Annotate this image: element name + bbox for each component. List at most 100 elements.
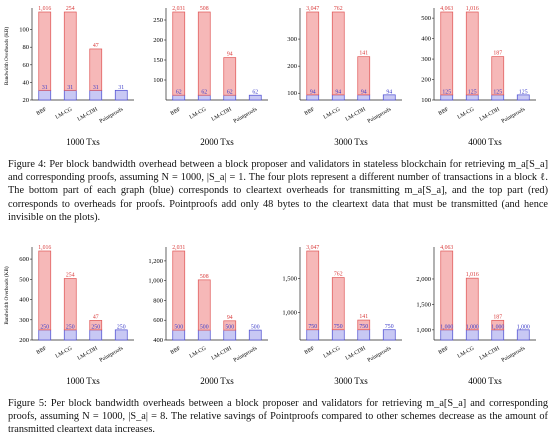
cleartext-value-label: 500 <box>225 325 234 331</box>
y-tick-label: 400 <box>421 36 431 43</box>
cleartext-value-label: 250 <box>40 324 49 330</box>
y-tick-label: 300 <box>19 317 29 324</box>
bar-cleartext-BBF <box>306 94 320 101</box>
y-tick-label: 300 <box>421 56 431 63</box>
y-tick-label: 1,000 <box>148 278 163 285</box>
cleartext-value-label: 62 <box>201 90 207 96</box>
cleartext-value-label: 500 <box>174 325 183 331</box>
category-label: Pointproofs <box>98 345 124 364</box>
chart-title: 4000 Txs <box>468 137 502 147</box>
proof-value-label: 2,031 <box>172 6 185 12</box>
chart-panel-5-4: 1,000 1,500 2,000 4,063 1,000 BBF 1,016 1,000 LM… <box>416 245 536 386</box>
y-tick-label: 800 <box>153 297 163 304</box>
category-label: Pointproofs <box>366 106 392 125</box>
figure-4-caption: Figure 4: Per block bandwidth overhead b… <box>8 158 548 224</box>
bar-cleartext-Pointproofs <box>248 94 262 101</box>
cleartext-value-label: 31 <box>42 85 48 91</box>
cleartext-value-label: 750 <box>385 324 394 330</box>
y-tick-label: 100 <box>153 77 163 84</box>
figure-4-label: Figure 4: <box>8 159 47 170</box>
bar-cleartext-LM-CG <box>197 94 211 101</box>
proof-value-label: 1,016 <box>466 272 479 278</box>
y-tick-label: 1,000 <box>282 310 297 317</box>
bar-cleartext-Pointproofs <box>114 89 128 101</box>
category-label: LM-CDH <box>77 107 99 123</box>
bar-cleartext-BBF <box>440 329 454 341</box>
chart-panel-5-2: 400 600 800 1,000 1,200 2,031 500 BBF 508 500 LM-C… <box>148 245 268 386</box>
bar-proof-LM-CG <box>331 11 345 96</box>
bar-proof-LM-CDH <box>357 56 371 96</box>
category-label: BBF <box>438 107 450 117</box>
category-label: BBF <box>170 346 182 356</box>
bar-cleartext-BBF <box>38 329 52 341</box>
bar-proof-LM-CG <box>197 11 211 96</box>
y-tick-label: 2,000 <box>416 276 431 283</box>
bar-proof-LM-CG <box>465 11 479 96</box>
chart-title: 2000 Txs <box>200 137 234 147</box>
cleartext-value-label: 31 <box>93 85 99 91</box>
category-label: LM-CG <box>189 346 208 360</box>
y-tick-label: 250 <box>153 17 163 24</box>
bar-cleartext-LM-CDH <box>223 329 237 341</box>
y-axis-label: Bandwidth Overheads (KB) <box>3 27 10 85</box>
category-label: Pointproofs <box>500 106 526 125</box>
y-axis-label: Bandwidth Overheads (KB) <box>3 266 10 324</box>
proof-value-label: 1,016 <box>466 6 479 12</box>
proof-value-label: 4,063 <box>440 245 453 251</box>
y-tick-label: 40 <box>23 79 30 86</box>
proof-value-label: 762 <box>334 272 343 278</box>
bar-proof-BBF <box>440 250 454 331</box>
proof-value-label: 94 <box>227 315 233 321</box>
bar-proof-BBF <box>306 11 320 96</box>
chart-panel-4-3: 100 200 300 3,047 94 BBF 762 94 LM-CG 141 94 LM-CDH… <box>287 6 402 147</box>
chart-title: 3000 Txs <box>334 137 368 147</box>
cleartext-value-label: 750 <box>308 324 317 330</box>
bar-cleartext-Pointproofs <box>516 94 530 101</box>
cleartext-value-label: 1,000 <box>517 324 530 330</box>
bar-cleartext-BBF <box>172 329 186 341</box>
category-label: BBF <box>36 107 48 117</box>
bar-proof-LM-CG <box>331 277 345 331</box>
bar-cleartext-BBF <box>306 329 320 341</box>
chart-title: 3000 Txs <box>334 376 368 386</box>
bar-cleartext-Pointproofs <box>382 94 396 101</box>
y-tick-label: 200 <box>421 77 431 84</box>
cleartext-value-label: 1,000 <box>466 324 479 330</box>
cleartext-value-label: 62 <box>252 90 258 96</box>
category-label: BBF <box>304 346 316 356</box>
bar-cleartext-BBF <box>38 89 52 101</box>
bar-cleartext-LM-CDH <box>491 94 505 101</box>
y-tick-label: 500 <box>19 276 29 283</box>
chart-panel-4-4: 100 200 300 400 500 4,063 125 BBF 1,016 125 LM-CG 1… <box>421 6 536 147</box>
category-label: BBF <box>36 346 48 356</box>
y-tick-label: 1,500 <box>416 301 431 308</box>
bar-cleartext-LM-CG <box>63 329 77 341</box>
y-tick-label: 100 <box>421 97 431 104</box>
cleartext-value-label: 62 <box>227 90 233 96</box>
y-tick-label: 60 <box>23 62 30 69</box>
category-label: LM-CDH <box>345 107 367 123</box>
category-label: LM-CDH <box>211 107 233 123</box>
category-label: Pointproofs <box>232 345 258 364</box>
cleartext-value-label: 62 <box>176 90 182 96</box>
bar-cleartext-LM-CG <box>465 329 479 341</box>
bar-proof-BBF <box>38 250 52 331</box>
proof-value-label: 254 <box>66 273 75 279</box>
y-tick-label: 200 <box>153 37 163 44</box>
category-label: LM-CDH <box>345 346 367 362</box>
y-tick-label: 1,200 <box>148 258 163 265</box>
bar-cleartext-LM-CG <box>331 94 345 101</box>
category-label: Pointproofs <box>232 106 258 125</box>
bar-cleartext-LM-CG <box>465 94 479 101</box>
category-label: LM-CDH <box>479 107 501 123</box>
bar-proof-BBF <box>172 250 186 331</box>
y-tick-label: 600 <box>153 317 163 324</box>
proof-value-label: 141 <box>359 314 368 320</box>
proof-value-label: 1,016 <box>38 6 51 12</box>
chart-panel-4-1: Bandwidth Overheads (KB) 20 40 60 80 100 1,016… <box>3 6 134 147</box>
bar-proof-LM-CG <box>197 279 211 331</box>
bar-cleartext-LM-CDH <box>223 94 237 101</box>
category-label: LM-CG <box>55 107 74 121</box>
bar-proof-BBF <box>306 250 320 331</box>
category-label: LM-CDH <box>479 346 501 362</box>
